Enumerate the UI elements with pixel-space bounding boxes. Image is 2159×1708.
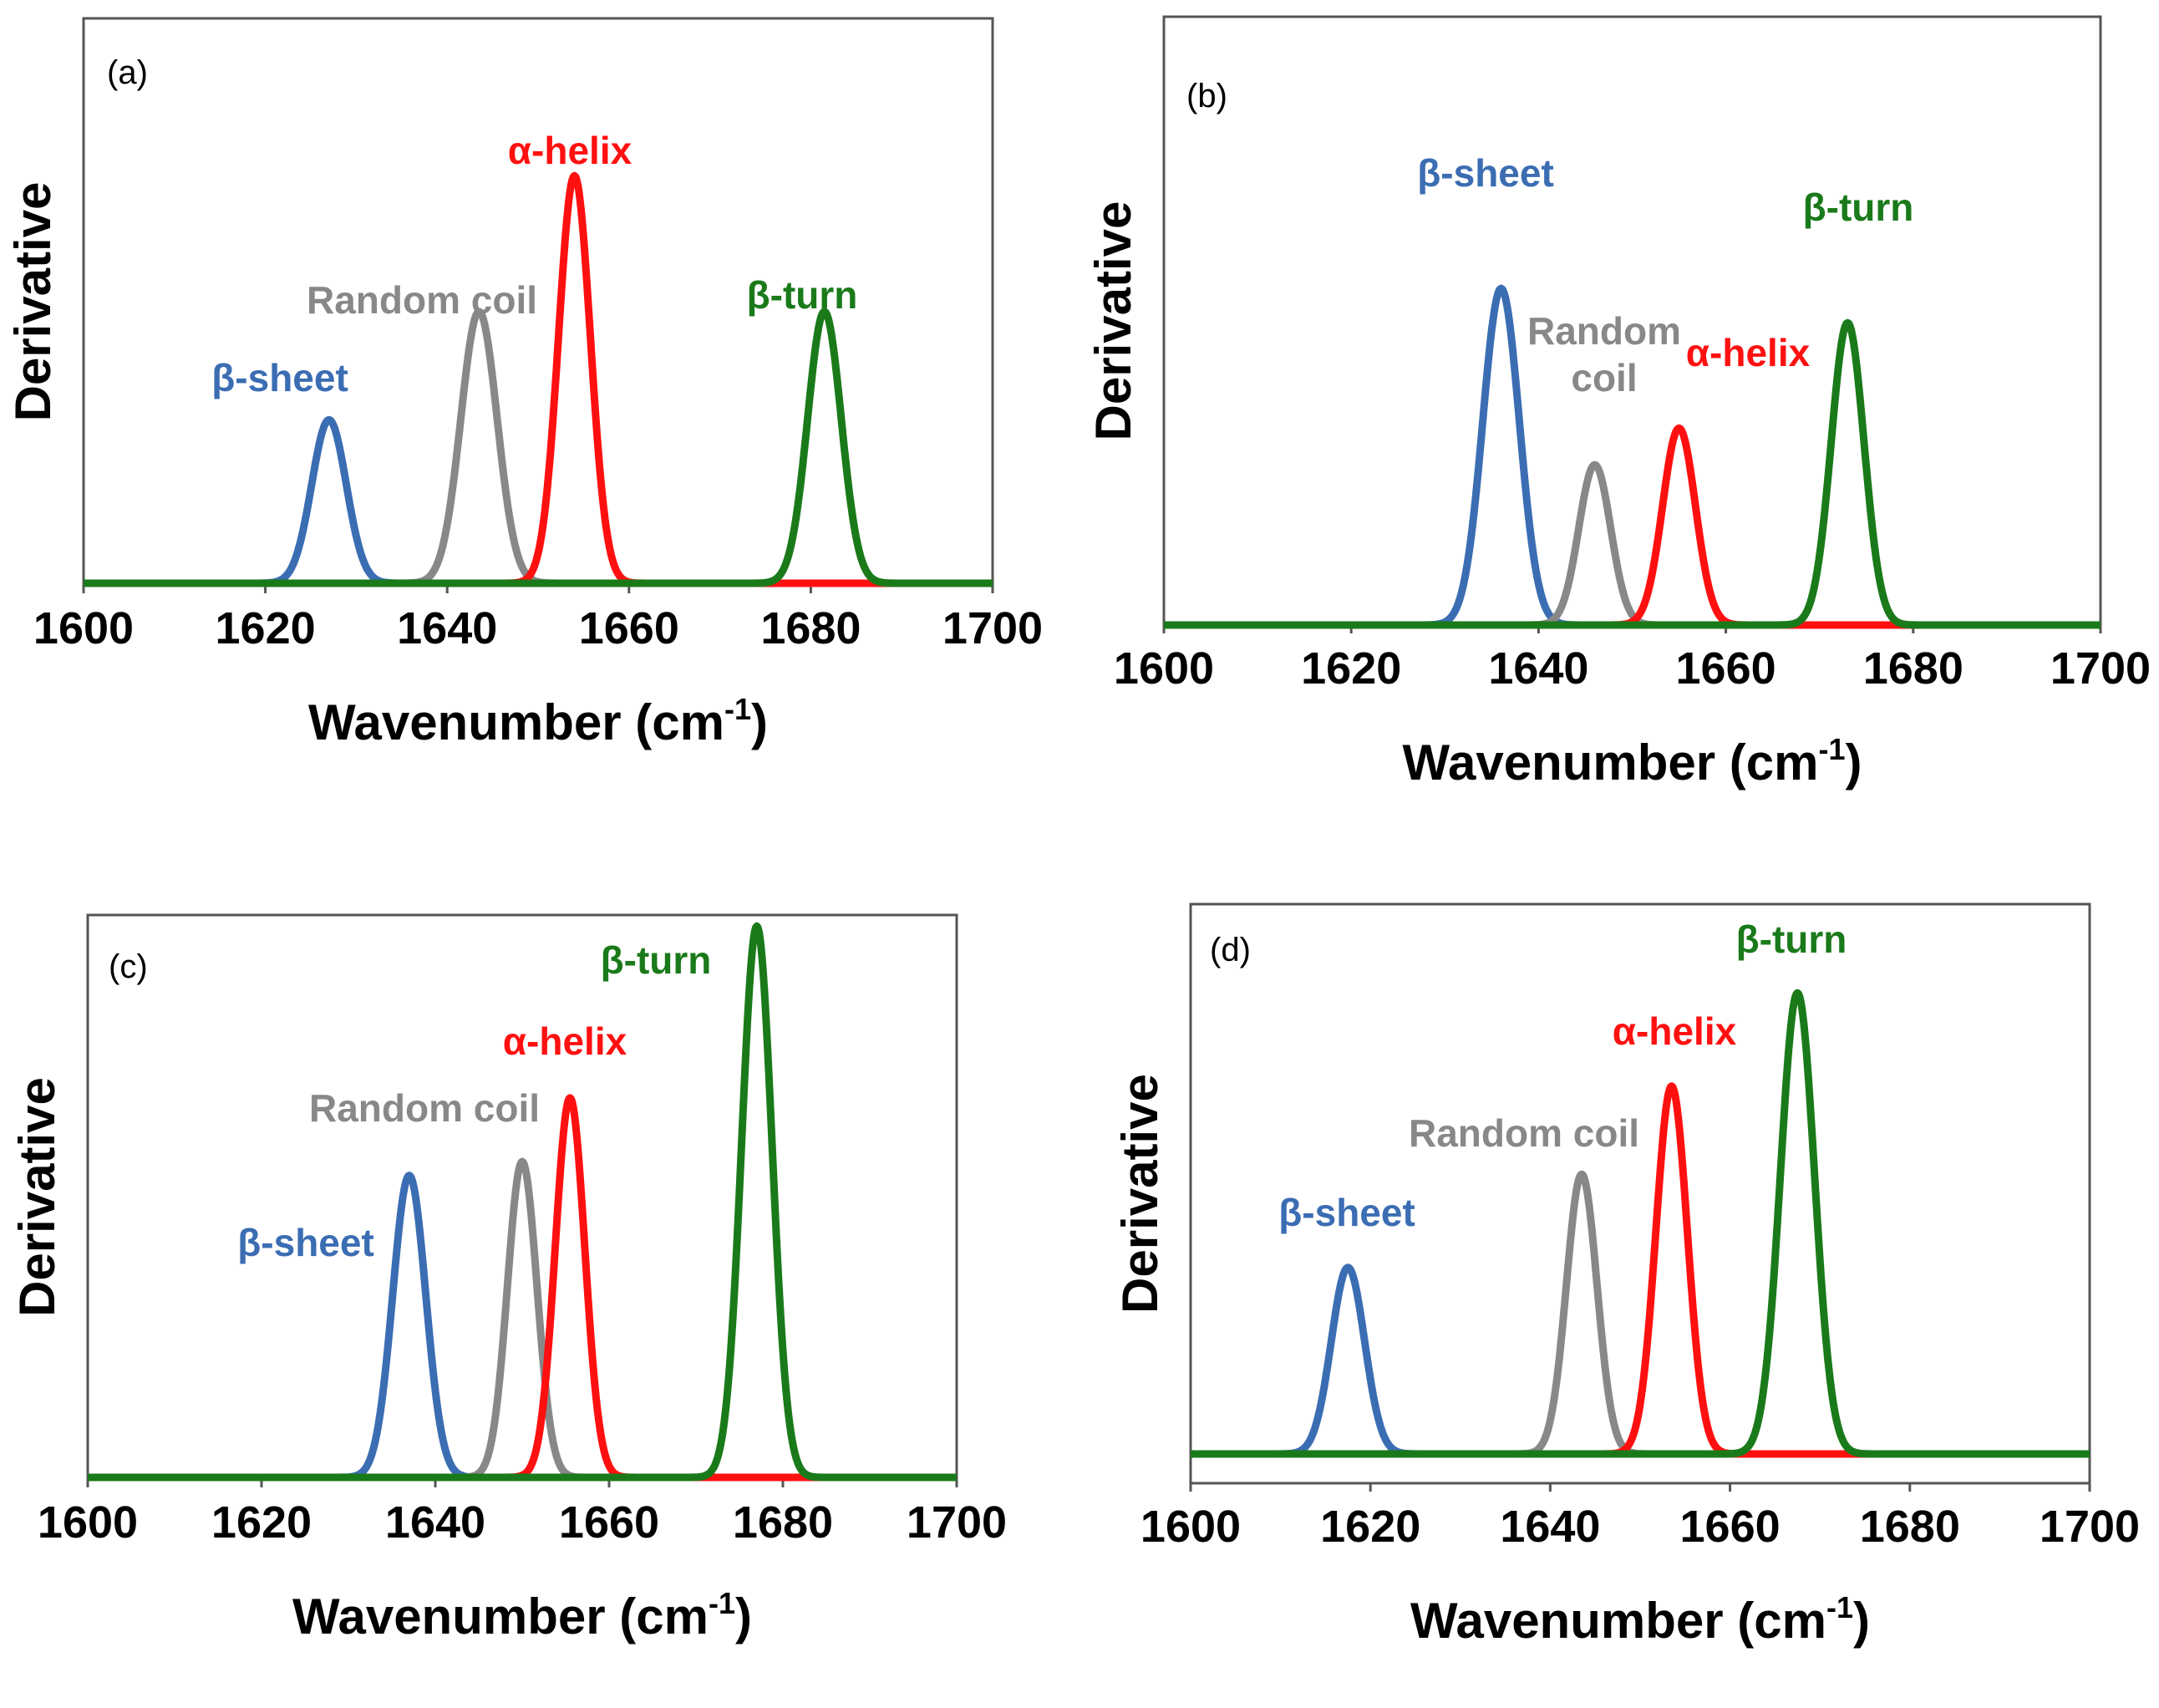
x-tick-label: 1640 xyxy=(385,1497,485,1548)
series-label: β-turn xyxy=(1736,918,1847,961)
x-axis-title: Wavenumber (cm-1) xyxy=(292,1586,752,1644)
x-tick-label: 1600 xyxy=(33,603,134,653)
x-tick-label: 1640 xyxy=(1500,1502,1600,1552)
series-line-β-turn xyxy=(84,922,960,1482)
series-label: Random coil xyxy=(309,1086,540,1130)
x-tick-label: 1680 xyxy=(733,1497,833,1548)
series-line-β-turn xyxy=(80,308,996,587)
series-line-β-sheet xyxy=(1187,1263,2093,1458)
x-tick-label: 1620 xyxy=(1320,1502,1420,1552)
series-line-random-coil xyxy=(1161,460,2104,629)
series-label: β-sheet xyxy=(1278,1191,1415,1234)
x-tick-label: 1640 xyxy=(397,603,497,653)
x-tick-label: 1640 xyxy=(1488,643,1588,694)
series-line-random-coil xyxy=(84,1157,960,1482)
x-tick-label: 1620 xyxy=(211,1497,312,1548)
panel-label: (a) xyxy=(107,54,148,91)
x-tick-label: 1660 xyxy=(559,1497,659,1548)
x-tick-label: 1680 xyxy=(760,603,861,653)
panel-b: (b) 1600 1620 1640 1660 1680 1700 Wavenumber (c… xyxy=(1085,15,2151,790)
series-line-β-sheet xyxy=(84,1172,960,1482)
series-line-β-turn xyxy=(1161,318,2104,629)
panel-label: (d) xyxy=(1210,932,1251,968)
series-label: β-turn xyxy=(747,273,858,317)
series-label: α-helix xyxy=(1686,331,1811,374)
x-tick-label: 1600 xyxy=(38,1497,138,1548)
series-line-α-helix xyxy=(1161,424,2104,629)
x-axis-title: Wavenumber (cm-1) xyxy=(1403,732,1862,790)
x-tick-label: 1700 xyxy=(2050,643,2151,694)
x-tick-label: 1600 xyxy=(1114,643,1214,694)
x-axis-title: Wavenumber (cm-1) xyxy=(1410,1590,1870,1649)
series-label: α-helix xyxy=(508,129,632,172)
series-label: β-sheet xyxy=(237,1221,374,1264)
y-axis-title: Derivative xyxy=(1112,1074,1168,1314)
x-tick-label: 1620 xyxy=(216,603,316,653)
panel-d: (d) 1600 1620 1640 1660 1680 1700 Wavenumber (c… xyxy=(1112,902,2140,1649)
x-axis-title: Wavenumber (cm-1) xyxy=(308,692,768,750)
x-tick-label: 1700 xyxy=(942,603,1043,653)
x-tick-label: 1660 xyxy=(579,603,679,653)
panel-label: (b) xyxy=(1186,78,1227,114)
series-label: α-helix xyxy=(1613,1009,1737,1053)
series-label: Random coil xyxy=(1409,1111,1639,1155)
x-tick-label: 1660 xyxy=(1680,1502,1781,1552)
x-tick-label: 1660 xyxy=(1676,643,1776,694)
y-axis-title: Derivative xyxy=(5,182,61,422)
panel-a: (a) 1600 1620 1640 1660 1680 1700 Wavenumber (c… xyxy=(5,17,1043,750)
series-line-α-helix xyxy=(84,1094,960,1482)
panel-c: (c) 1600 1620 1640 1660 1680 1700 Wavenumber (c… xyxy=(9,913,1007,1644)
series-label: Random coil xyxy=(307,278,537,322)
x-tick-label: 1620 xyxy=(1301,643,1401,694)
series-label: β-sheet xyxy=(1417,151,1554,195)
series-label: Random coil xyxy=(1527,309,1681,399)
y-axis-title: Derivative xyxy=(9,1077,65,1317)
plot-frame xyxy=(86,913,958,1481)
x-tick-label: 1600 xyxy=(1140,1502,1241,1552)
x-tick-label: 1680 xyxy=(1863,643,1963,694)
y-axis-title: Derivative xyxy=(1085,201,1141,441)
series-line-β-turn xyxy=(1187,989,2093,1458)
plot-frame xyxy=(1189,902,2091,1485)
x-tick-label: 1700 xyxy=(2040,1502,2140,1552)
series-label: β-turn xyxy=(1803,186,1914,229)
x-tick-label: 1680 xyxy=(1860,1502,1960,1552)
series-label: α-helix xyxy=(503,1019,627,1063)
series-label: β-turn xyxy=(601,938,712,982)
series-label: β-sheet xyxy=(211,356,348,399)
x-tick-label: 1700 xyxy=(907,1497,1007,1548)
panel-label: (c) xyxy=(109,948,148,985)
